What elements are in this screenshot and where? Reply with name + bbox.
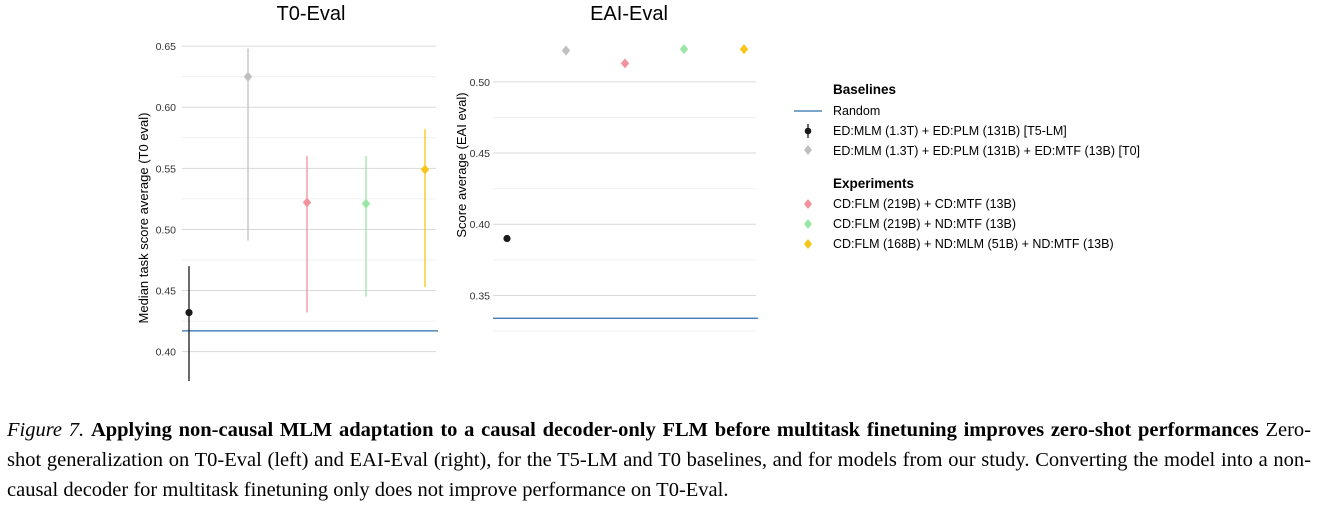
eai-eval-y-axis-label: Score average (EAI eval) [454,92,469,237]
legend: Baselines Random ED:MLM (1.3T) + ED:PLM … [794,82,1140,251]
legend-t0-label: ED:MLM (1.3T) + ED:PLM (131B) + ED:MTF (… [833,144,1140,158]
caption-figure-label: Figure 7. [7,419,85,441]
legend-exp-cd-label: CD:FLM (219B) + CD:MTF (13B) [833,197,1016,211]
t0-eval-panel: T0-Eval 0.40 0.45 0.50 0.55 0.60 0.65 Median … [136,3,438,381]
t0-eval-title: T0-Eval [277,3,346,25]
legend-exp-nd-swatch [804,219,812,229]
legend-random-label: Random [833,104,880,118]
t0-eval-points [185,48,430,381]
eai-point-exp_nd [679,44,689,55]
eai-point-t0 [561,45,571,56]
caption-body: Zero-shot generalization on T0-Eval (lef… [7,419,1312,501]
t0-y-tick-label: 0.60 [156,102,177,114]
legend-exp-mlm-label: CD:FLM (168B) + ND:MLM (51B) + ND:MTF (1… [833,237,1114,251]
figure-panels: T0-Eval 0.40 0.45 0.50 0.55 0.60 0.65 Median … [136,3,1140,381]
eai-eval-gridlines [493,81,756,332]
t0-eval-y-ticks: 0.40 0.45 0.50 0.55 0.60 0.65 [156,41,177,359]
eai-y-tick-label: 0.40 [470,219,491,231]
eai-point-exp_mlm [739,44,749,55]
eai-eval-points [503,44,749,243]
legend-t0-swatch [804,145,812,155]
eai-point-t5lm [503,234,511,243]
caption-title: Applying non-causal MLM adaptation to a … [90,419,1259,441]
t0-point-t0 [243,71,253,82]
t0-y-tick-label: 0.40 [156,347,177,359]
eai-eval-title: EAI-Eval [590,3,668,25]
eai-point-exp_cd [620,58,630,69]
figure-caption: Figure 7. Applying non-causal MLM adapta… [7,415,1311,505]
legend-baselines-title: Baselines [833,82,896,97]
eai-eval-panel: EAI-Eval 0.35 0.40 0.45 0.50 Score average … [454,3,758,332]
eai-y-tick-label: 0.50 [470,77,491,89]
eai-y-tick-label: 0.45 [470,148,491,160]
t0-y-tick-label: 0.45 [156,286,177,298]
t0-point-exp_cd [302,197,312,208]
legend-experiments-title: Experiments [833,176,914,191]
t0-point-exp_mlm [420,164,430,175]
t0-point-t5lm [185,308,193,317]
t0-y-tick-label: 0.65 [156,41,177,53]
t0-point-exp_nd [361,198,371,209]
t0-eval-y-axis-label: Median task score average (T0 eval) [136,113,151,324]
eai-eval-y-ticks: 0.35 0.40 0.45 0.50 [470,77,491,303]
legend-t5lm-swatch [804,127,812,135]
eai-y-tick-label: 0.35 [470,290,491,302]
legend-exp-cd-swatch [804,199,812,209]
t0-y-tick-label: 0.50 [156,224,177,236]
t0-eval-gridlines [182,45,436,353]
legend-exp-mlm-swatch [804,239,812,249]
legend-exp-nd-label: CD:FLM (219B) + ND:MTF (13B) [833,217,1016,231]
legend-t5lm-label: ED:MLM (1.3T) + ED:PLM (131B) [T5-LM] [833,124,1067,138]
t0-y-tick-label: 0.55 [156,163,177,175]
